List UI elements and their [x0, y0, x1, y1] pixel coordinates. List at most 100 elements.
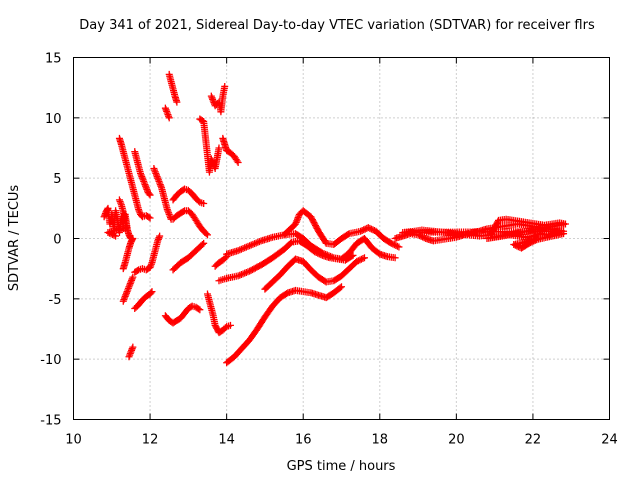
data-point [528, 238, 536, 246]
data-point [129, 343, 137, 351]
series-group-11 [165, 70, 181, 106]
y-tick-label: 10 [45, 112, 62, 127]
data-point [200, 239, 208, 247]
data-point [361, 225, 369, 233]
data-point [195, 305, 203, 313]
data-point [146, 214, 154, 222]
series-group-12 [161, 104, 173, 122]
data-point [236, 246, 244, 254]
data-point [198, 241, 206, 249]
data-point [244, 268, 252, 276]
data-point [234, 247, 242, 255]
data-point [239, 270, 247, 278]
x-tick-label: 18 [372, 433, 389, 448]
data-point [358, 227, 366, 235]
data-point [317, 251, 325, 259]
y-tick-label: -15 [40, 414, 61, 429]
data-point [247, 241, 255, 249]
series-group-18 [207, 82, 229, 116]
data-point [255, 238, 263, 246]
data-point [344, 230, 352, 238]
series-group-16 [161, 302, 204, 327]
data-point [510, 241, 518, 249]
data-point [513, 242, 521, 250]
y-tick-label: 0 [53, 233, 61, 248]
data-point [254, 238, 262, 246]
data-point [215, 144, 223, 152]
data-point [242, 243, 250, 251]
data-point [315, 250, 323, 258]
data-point [354, 257, 362, 265]
series-group-17 [204, 290, 234, 337]
data-point [353, 257, 361, 265]
data-point [527, 239, 535, 247]
x-tick-label: 12 [142, 433, 159, 448]
data-point [109, 231, 117, 239]
data-point [129, 235, 137, 242]
data-point [530, 237, 538, 245]
data-point [241, 244, 249, 252]
series-middle-band [223, 237, 357, 282]
data-point [392, 241, 400, 249]
series-group-2 [115, 134, 154, 222]
data-point [525, 239, 533, 247]
data-point [145, 213, 153, 221]
data-point [237, 271, 245, 279]
data-point [393, 242, 401, 250]
data-point [179, 208, 187, 216]
x-tick-labels: 10 12 14 16 18 20 22 24 [65, 433, 618, 448]
series-middle-band-2 [261, 254, 368, 293]
tick-marks [73, 57, 610, 420]
data-point [367, 225, 375, 233]
data-point [336, 284, 344, 292]
data-point [221, 82, 229, 90]
data-point [511, 241, 519, 249]
data-point [204, 231, 211, 239]
data-point [244, 242, 252, 250]
series-group-4 [119, 235, 137, 273]
data-point [364, 224, 372, 232]
data-point [237, 245, 245, 253]
series-group-19 [196, 115, 223, 176]
data-point [395, 243, 403, 251]
data-point [104, 228, 112, 236]
y-tick-label: -10 [40, 353, 61, 368]
data-point [196, 306, 204, 314]
series-group-10 [150, 165, 175, 223]
data-point [233, 157, 241, 165]
data-point [246, 242, 254, 250]
data-point [112, 232, 120, 240]
data-point [533, 236, 541, 244]
data-point [105, 229, 113, 237]
series-group-21 [211, 253, 231, 270]
data-point [391, 254, 399, 262]
data-point [314, 249, 322, 257]
data-point [156, 232, 164, 240]
data-point [200, 200, 208, 208]
data-point [360, 254, 368, 262]
data-point [287, 239, 295, 247]
data-point [221, 254, 229, 262]
series-group-6 [125, 343, 137, 361]
series-tail [391, 215, 569, 252]
data-point [147, 289, 155, 297]
data-point [417, 232, 425, 240]
data-point [360, 226, 368, 234]
series-group-20 [219, 134, 242, 166]
series-group-8 [131, 232, 164, 276]
y-axis-label: SDTVAR / TECUs [7, 185, 22, 292]
data-point [148, 288, 156, 296]
series-group-13 [169, 185, 208, 208]
data-point [129, 273, 137, 281]
y-tick-label: 5 [53, 172, 61, 187]
data-point [349, 251, 357, 259]
data-point [389, 240, 397, 248]
x-tick-label: 10 [65, 433, 82, 448]
data-point [251, 240, 259, 248]
chart-title: Day 341 of 2021, Sidereal Day-to-day VTE… [79, 18, 595, 33]
x-tick-label: 20 [448, 433, 465, 448]
data-point [338, 283, 345, 291]
series-group-14 [169, 207, 211, 239]
data-point [146, 191, 154, 199]
